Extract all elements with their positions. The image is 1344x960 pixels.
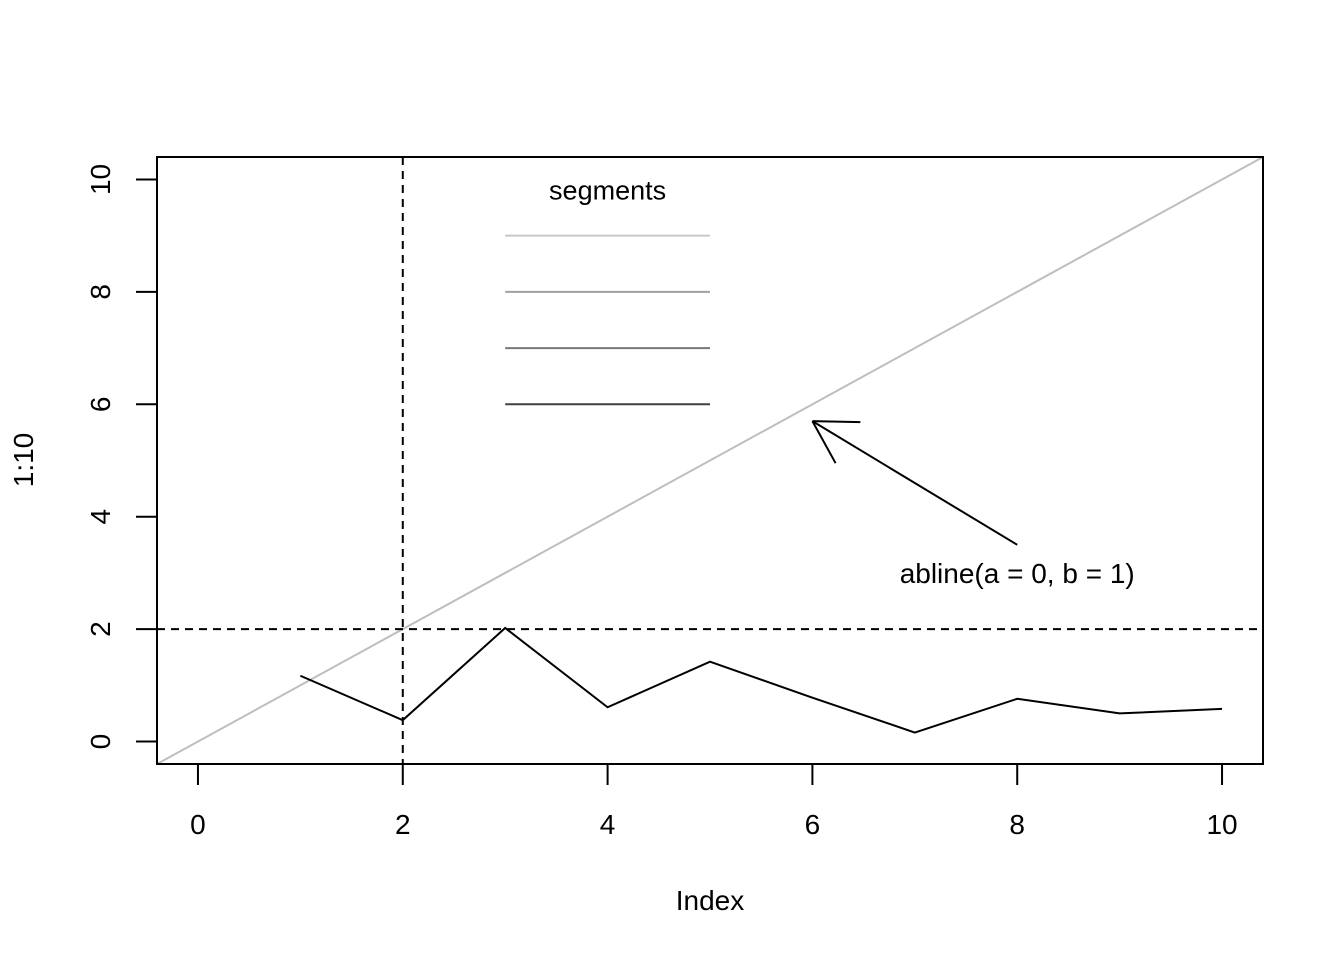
annotation-label: abline(a = 0, b = 1) (900, 558, 1135, 589)
y-tick-label: 0 (85, 734, 116, 750)
x-tick-label: 10 (1206, 809, 1237, 840)
arrow-head-2 (812, 420, 861, 424)
x-tick-label: 6 (805, 809, 821, 840)
plot-area (157, 157, 1263, 764)
x-tick-label: 4 (600, 809, 616, 840)
y-tick-label: 2 (85, 621, 116, 637)
x-tick-label: 8 (1009, 809, 1025, 840)
x-tick-label: 0 (190, 809, 206, 840)
x-axis: 0 2 4 6 8 10 (190, 763, 1238, 840)
y-axis: 0 2 4 6 8 10 (85, 164, 158, 750)
y-tick-label: 10 (85, 164, 116, 195)
y-tick-label: 6 (85, 397, 116, 413)
arrow-head-1 (811, 420, 837, 464)
abline-diagonal (157, 157, 1263, 764)
legend-title: segments (549, 176, 666, 206)
x-axis-title: Index (676, 885, 745, 916)
data-series-line (299, 626, 1223, 734)
legend-segments (505, 234, 710, 406)
x-tick-label: 2 (395, 809, 411, 840)
y-axis-title: 1:10 (8, 433, 39, 488)
annotation-arrow (811, 420, 1018, 546)
arrow-shaft (811, 420, 1018, 546)
y-tick-label: 8 (85, 284, 116, 300)
y-tick-label: 4 (85, 509, 116, 525)
